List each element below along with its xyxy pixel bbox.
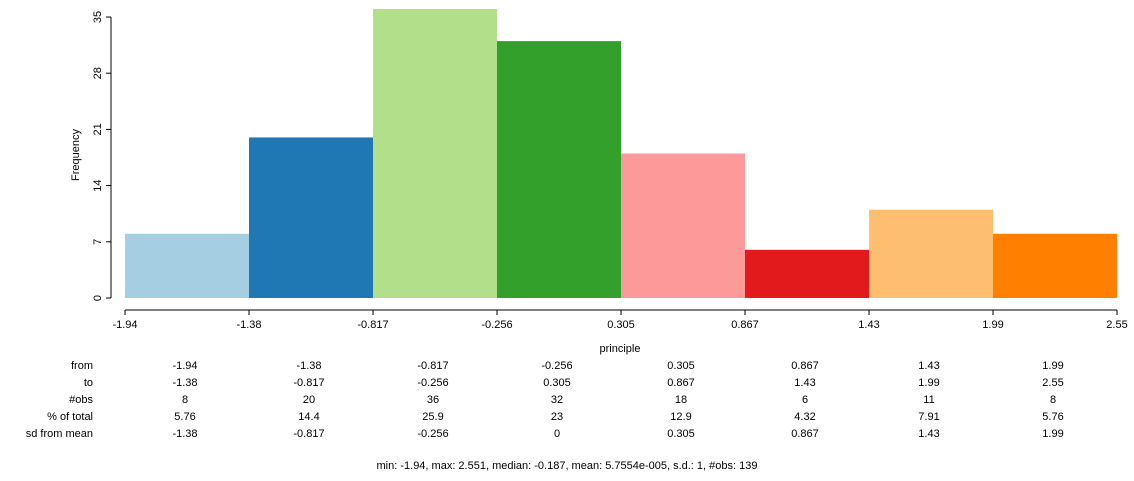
x-tick-label: -0.817 [357,319,388,331]
y-tick-label: 35 [92,11,104,23]
histogram-bar [745,249,869,298]
table-cell: -1.38 [172,427,198,440]
table-cell: 11 [923,393,935,406]
table-cell: 18 [674,393,688,406]
table-row-label: % of total [47,410,93,423]
histogram-bar [621,153,745,298]
table-cell: -0.817 [417,359,449,372]
table-row: from -1.94 -1.38 -0.817 -0.256 0.305 0.867 1.43… [0,357,1115,374]
histogram-bars [125,9,1117,298]
table-spacer [93,391,123,408]
table-cell: 14.4 [298,410,320,423]
table-cell: 0.305 [667,359,695,372]
x-tick-label: 0.305 [607,319,635,331]
table-spacer [93,408,123,425]
table-cell: 1.43 [918,359,940,372]
table-cell: -1.38 [172,376,198,389]
table-cell: -0.256 [417,427,449,440]
table-row-label: #obs [69,393,93,406]
table-row: #obs 8 20 36 32 18 6 11 8 [0,391,1115,408]
table-row-label: to [83,376,93,389]
x-tick-label: 0.867 [731,319,759,331]
table-cell: 1.99 [918,376,940,389]
table-cell: 20 [302,393,316,406]
x-tick-label: -1.38 [236,319,261,331]
table-cell: 1.99 [1042,359,1064,372]
table-cell: 12.9 [670,410,692,423]
histogram-bar [869,209,993,298]
histogram-bar [125,233,249,298]
table-cell: -0.817 [293,427,325,440]
x-tick-label: -1.94 [112,319,137,331]
x-tick-label: 1.99 [982,319,1003,331]
table-cell: 25.9 [422,410,444,423]
table-cell: 2.55 [1042,376,1064,389]
x-tick-label: -0.256 [481,319,512,331]
table-spacer [93,425,123,442]
table-cell: 36 [426,393,440,406]
histogram-chart: 0 7 14 21 28 35 -1.94 -1.38 -0.817 -0.256 0.305 0.… [70,9,1128,355]
table-cell: 32 [550,393,564,406]
table-cell: 6 [801,393,809,406]
table-cell: 1.99 [1042,427,1064,440]
summary-statistics: min: -1.94, max: 2.551, median: -0.187, … [376,460,758,472]
bin-statistics-table: from -1.94 -1.38 -0.817 -0.256 0.305 0.867 1.43… [0,357,1115,442]
y-axis: 0 7 14 21 28 35 [92,11,112,301]
y-tick-label: 14 [92,179,104,191]
table-cell: 0.867 [791,427,819,440]
table-cell: -0.256 [417,376,449,389]
table-cell: 5.76 [1042,410,1064,423]
x-tick-label: 2.55 [1106,319,1127,331]
y-tick-label: 21 [92,123,104,135]
table-cell: 0.867 [667,376,695,389]
table-row: to -1.38 -0.817 -0.256 0.305 0.867 1.43 1.99 2.5… [0,374,1115,391]
table-cell: -0.256 [541,359,573,372]
y-tick-label: 0 [92,295,104,301]
table-cell: 8 [181,393,189,406]
table-cell: -0.817 [293,376,325,389]
table-cell: 5.76 [174,410,196,423]
table-cell: 0.867 [791,359,819,372]
x-axis: -1.94 -1.38 -0.817 -0.256 0.305 0.867 1.43 1.99… [112,309,1128,331]
table-row: sd from mean -1.38 -0.817 -0.256 0 0.305 0.867… [0,425,1115,442]
y-tick-label: 28 [92,67,104,79]
table-row-label: sd from mean [25,427,93,440]
table-cell: 7.91 [918,410,940,423]
table-cell: 4.32 [794,410,816,423]
table-cell: 23 [550,410,564,423]
y-tick-label: 7 [92,239,104,245]
table-cell: 1.43 [918,427,940,440]
table-row: % of total 5.76 14.4 25.9 23 12.9 4.32 7.91 5.76 [0,408,1115,425]
table-cell: 0.305 [543,376,571,389]
table-spacer [93,374,123,391]
y-axis-label: Frequency [70,129,82,181]
table-cell: 0 [553,427,561,440]
table-cell: 1.43 [794,376,816,389]
x-tick-label: 1.43 [858,319,879,331]
histogram-bar [497,41,621,298]
table-cell: 0.305 [667,427,695,440]
histogram-bar [373,9,497,298]
table-spacer [93,357,123,374]
table-cell: -1.38 [296,359,322,372]
histogram-bar [249,137,373,298]
table-cell: 8 [1049,393,1057,406]
x-axis-label: principle [600,343,641,355]
table-cell: -1.94 [172,359,198,372]
histogram-bar [993,233,1117,298]
table-row-label: from [71,359,93,372]
